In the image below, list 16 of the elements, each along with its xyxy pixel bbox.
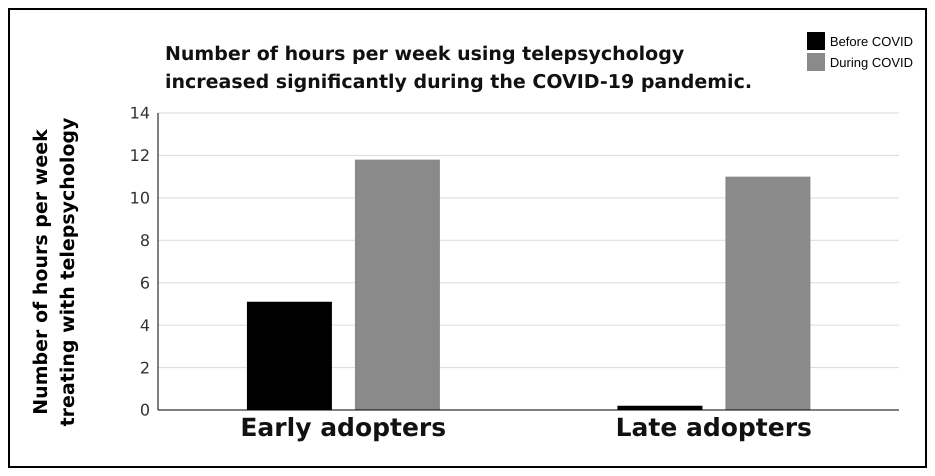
bar <box>354 160 440 410</box>
chart-title: Number of hours per week using telepsychology increased significantly during the COVID-19 pandemic. <box>165 42 754 95</box>
y-tick-label: 10 <box>130 188 150 208</box>
y-tick-label: 8 <box>140 230 150 250</box>
bar <box>725 176 810 410</box>
y-tick-label: 14 <box>130 104 150 123</box>
legend-label: During COVID <box>830 54 913 70</box>
legend-label: Before COVID <box>830 34 913 48</box>
y-tick-label: 12 <box>130 146 150 166</box>
y-axis-title: Number of hours per week treating with telepsychology <box>29 116 80 428</box>
y-tick-label: 2 <box>140 358 150 378</box>
y-tick-label: 4 <box>140 316 150 335</box>
x-tick-label: Late adopters <box>616 412 812 442</box>
y-tick-label: 6 <box>140 273 150 292</box>
y-tick-label: 0 <box>140 400 150 420</box>
x-tick-label: Early adopters <box>240 412 446 442</box>
